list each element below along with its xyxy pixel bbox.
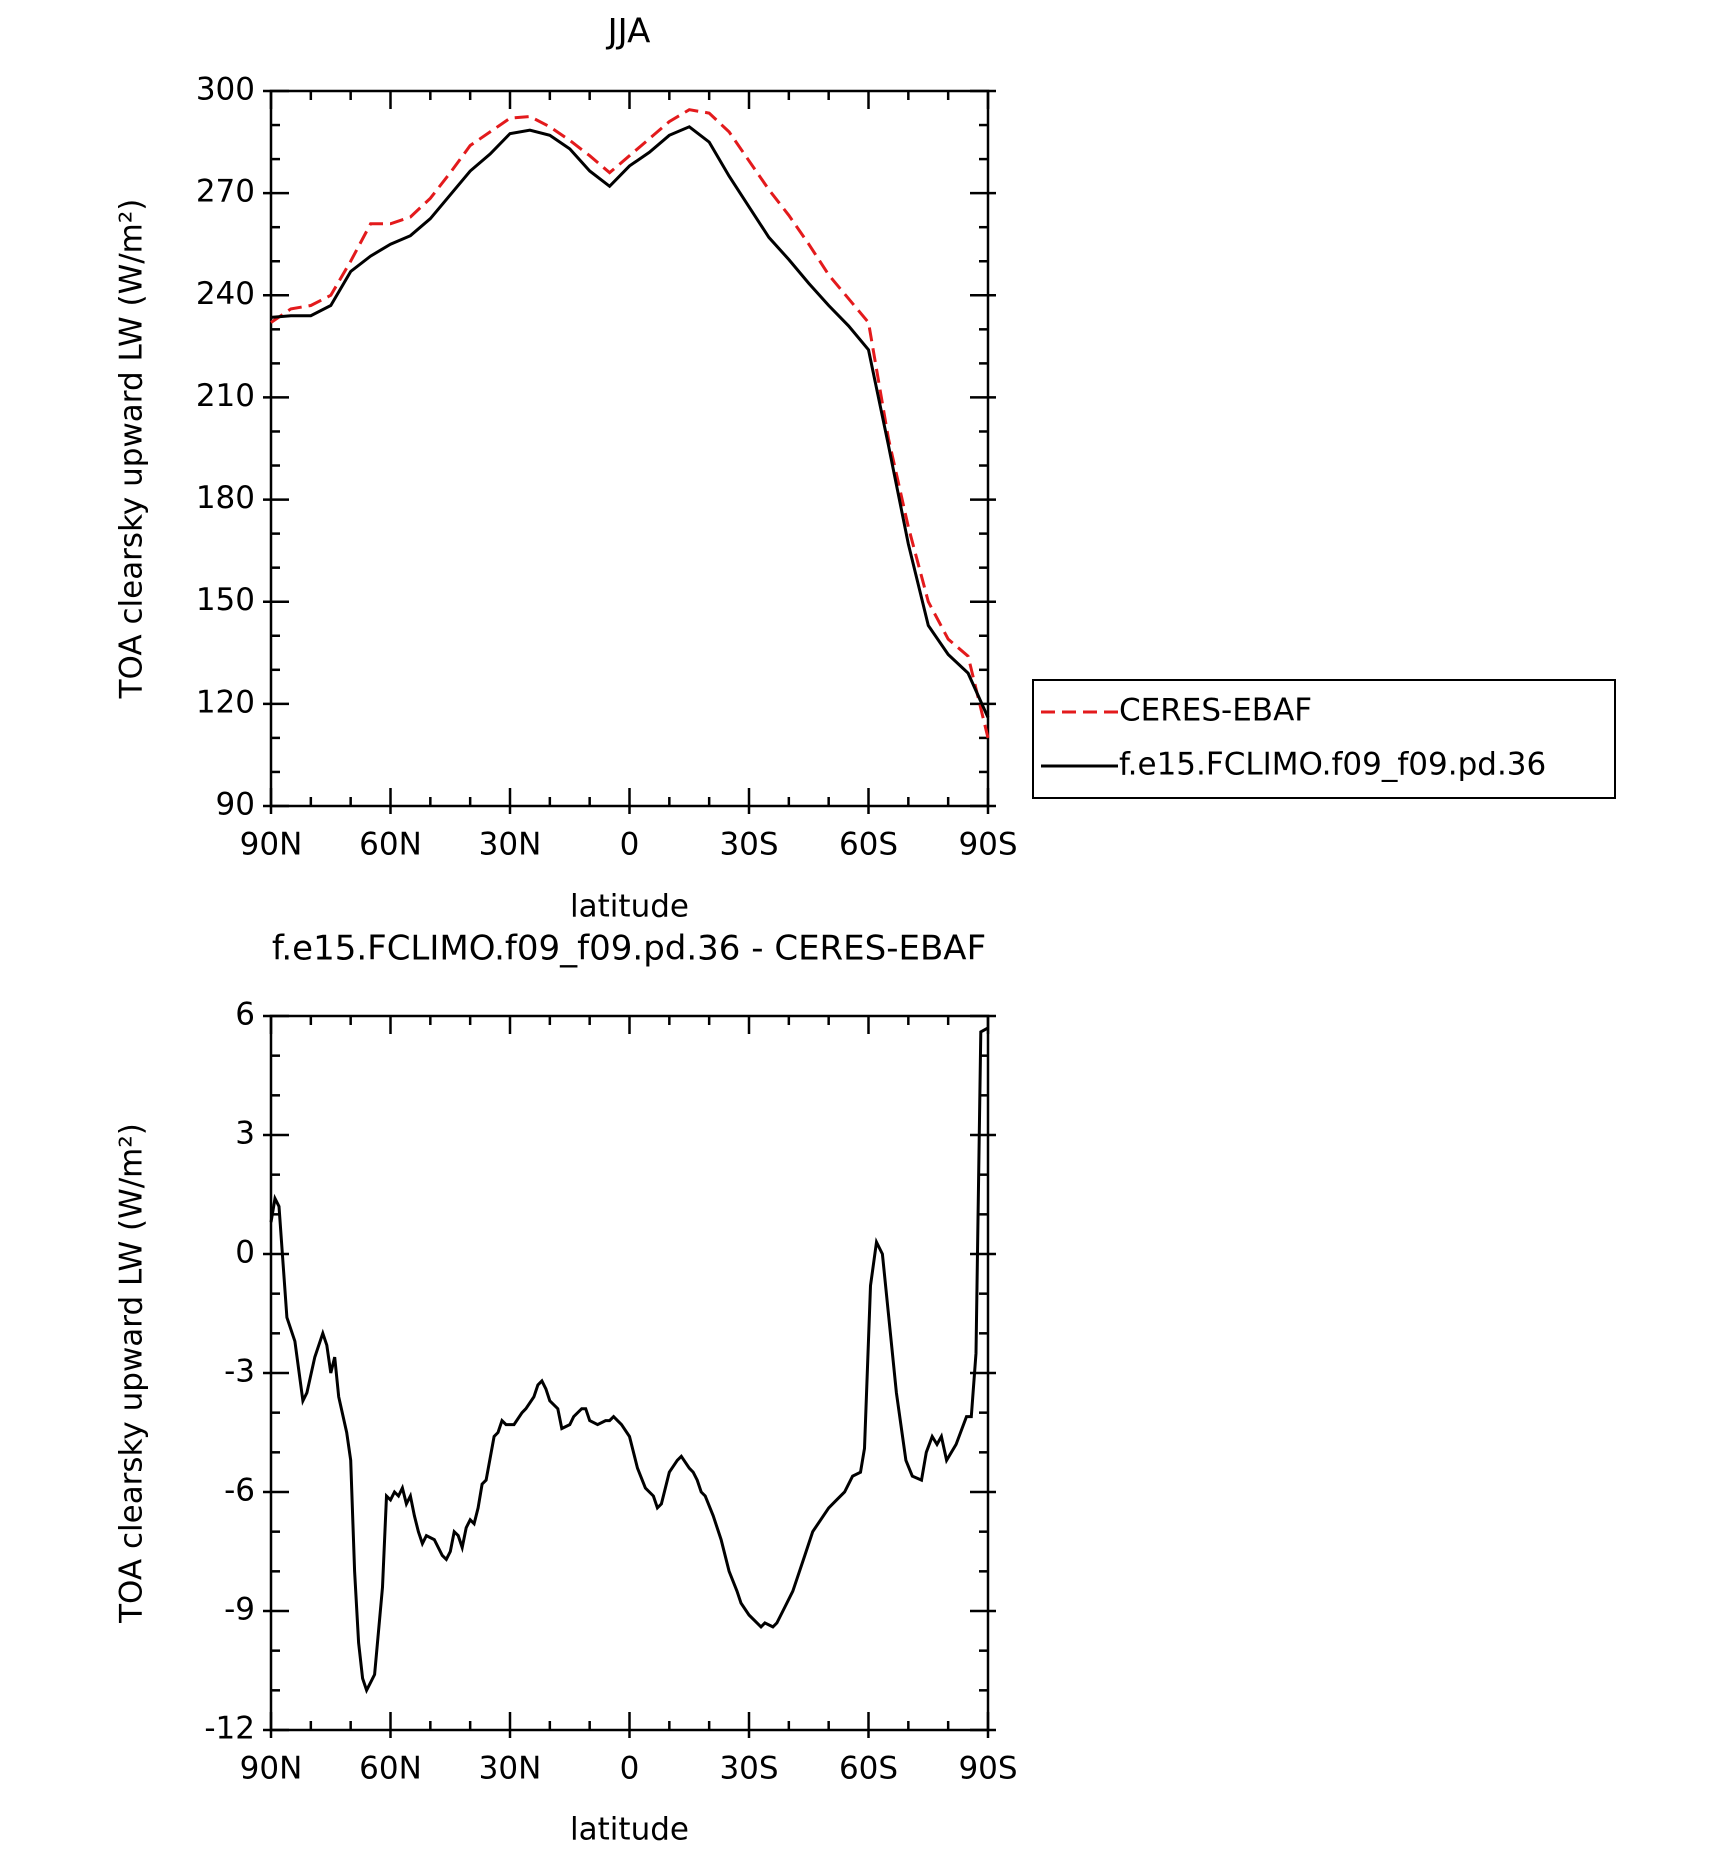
data-line <box>270 108 990 739</box>
x-tick-label: 60N <box>359 1751 422 1787</box>
y-tick-label: 90 <box>216 787 255 823</box>
legend-label: CERES-EBAF <box>1119 693 1312 729</box>
x-tick-label: 60S <box>839 827 898 863</box>
y-tick-label: 210 <box>196 378 255 414</box>
x-tick-label: 30N <box>479 1751 542 1787</box>
y-tick-label: 150 <box>196 582 255 618</box>
y-tick-label: 120 <box>196 684 255 720</box>
x-tick-label: 30N <box>479 827 542 863</box>
data-line <box>269 1026 989 1695</box>
y-tick-label: -9 <box>224 1592 255 1628</box>
x-axis-label: latitude <box>570 889 689 925</box>
x-tick-label: 90S <box>958 1751 1017 1787</box>
y-tick-label: 300 <box>196 72 255 108</box>
legend-box <box>1032 679 1616 799</box>
y-tick-label: -12 <box>204 1711 255 1747</box>
x-tick-label: 60S <box>839 1751 898 1787</box>
y-tick-label: 0 <box>235 1235 255 1271</box>
y-tick-label: 270 <box>196 174 255 210</box>
y-axis-label: TOA clearsky upward LW (W/m²) <box>114 199 150 700</box>
x-tick-label: 90S <box>958 827 1017 863</box>
x-tick-label: 60N <box>359 827 422 863</box>
plot-frame <box>269 89 990 808</box>
x-tick-label: 90N <box>240 827 303 863</box>
chart-title: f.e15.FCLIMO.f09_f09.pd.36 - CERES-EBAF <box>272 929 986 969</box>
data-line <box>270 125 990 719</box>
x-tick-label: 90N <box>240 1751 303 1787</box>
x-tick-label: 30S <box>719 827 778 863</box>
y-tick-label: 240 <box>196 276 255 312</box>
x-tick-label: 0 <box>620 1751 640 1787</box>
y-tick-label: -6 <box>224 1473 255 1509</box>
y-tick-label: 6 <box>235 997 255 1033</box>
x-tick-label: 30S <box>719 1751 778 1787</box>
y-axis-label: TOA clearsky upward LW (W/m²) <box>114 1123 150 1624</box>
y-tick-label: 3 <box>235 1116 255 1152</box>
legend-label: f.e15.FCLIMO.f09_f09.pd.36 <box>1119 747 1546 783</box>
x-axis-label: latitude <box>570 1812 689 1848</box>
chart-title: JJA <box>606 12 651 52</box>
y-tick-label: 180 <box>196 480 255 516</box>
y-tick-label: -3 <box>224 1354 255 1390</box>
x-tick-label: 0 <box>620 827 640 863</box>
